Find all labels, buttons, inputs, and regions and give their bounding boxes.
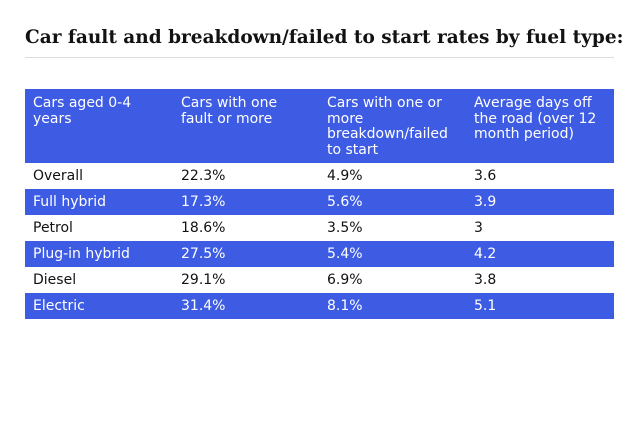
title-divider: [25, 57, 614, 58]
column-header-cars-aged: Cars aged 0-4 years: [33, 95, 132, 127]
row-label: Diesel: [33, 272, 77, 288]
fault-rates-table: Cars aged 0-4 years Cars with one fault …: [25, 89, 614, 319]
chart-title: Car fault and breakdown/failed to start …: [25, 27, 624, 48]
days-off-road-cell: 3: [474, 220, 483, 236]
breakdown-rate-cell: 5.6%: [327, 194, 363, 210]
breakdown-rate-cell: 3.5%: [327, 220, 363, 236]
fault-rate-cell: 31.4%: [181, 298, 226, 314]
table-row: Diesel 29.1% 6.9% 3.8: [25, 267, 614, 293]
row-label: Petrol: [33, 220, 73, 236]
breakdown-rate-cell: 4.9%: [327, 168, 363, 184]
days-off-road-cell: 3.8: [474, 272, 497, 288]
row-label: Full hybrid: [33, 194, 106, 210]
table-row: Petrol 18.6% 3.5% 3: [25, 215, 614, 241]
days-off-road-cell: 3.9: [474, 194, 497, 210]
row-label: Electric: [33, 298, 85, 314]
table-row: Full hybrid 17.3% 5.6% 3.9: [25, 189, 614, 215]
table-header-row: Cars aged 0-4 years Cars with one fault …: [25, 89, 614, 163]
days-off-road-cell: 3.6: [474, 168, 497, 184]
column-header-breakdown: Cars with one or more breakdown/failed t…: [327, 95, 448, 158]
column-header-one-fault: Cars with one fault or more: [181, 95, 278, 127]
breakdown-rate-cell: 6.9%: [327, 272, 363, 288]
fault-rate-cell: 17.3%: [181, 194, 226, 210]
breakdown-rate-cell: 5.4%: [327, 246, 363, 262]
fault-rate-cell: 18.6%: [181, 220, 226, 236]
fault-rate-cell: 22.3%: [181, 168, 226, 184]
days-off-road-cell: 4.2: [474, 246, 497, 262]
breakdown-rate-cell: 8.1%: [327, 298, 363, 314]
column-header-days-off-road: Average days off the road (over 12 month…: [474, 95, 597, 142]
fault-rate-cell: 29.1%: [181, 272, 226, 288]
row-label: Plug-in hybrid: [33, 246, 130, 262]
days-off-road-cell: 5.1: [474, 298, 497, 314]
row-label: Overall: [33, 168, 84, 184]
table-row: Plug-in hybrid 27.5% 5.4% 4.2: [25, 241, 614, 267]
table-row: Overall 22.3% 4.9% 3.6: [25, 163, 614, 189]
table-row: Electric 31.4% 8.1% 5.1: [25, 293, 614, 319]
fault-rate-cell: 27.5%: [181, 246, 226, 262]
